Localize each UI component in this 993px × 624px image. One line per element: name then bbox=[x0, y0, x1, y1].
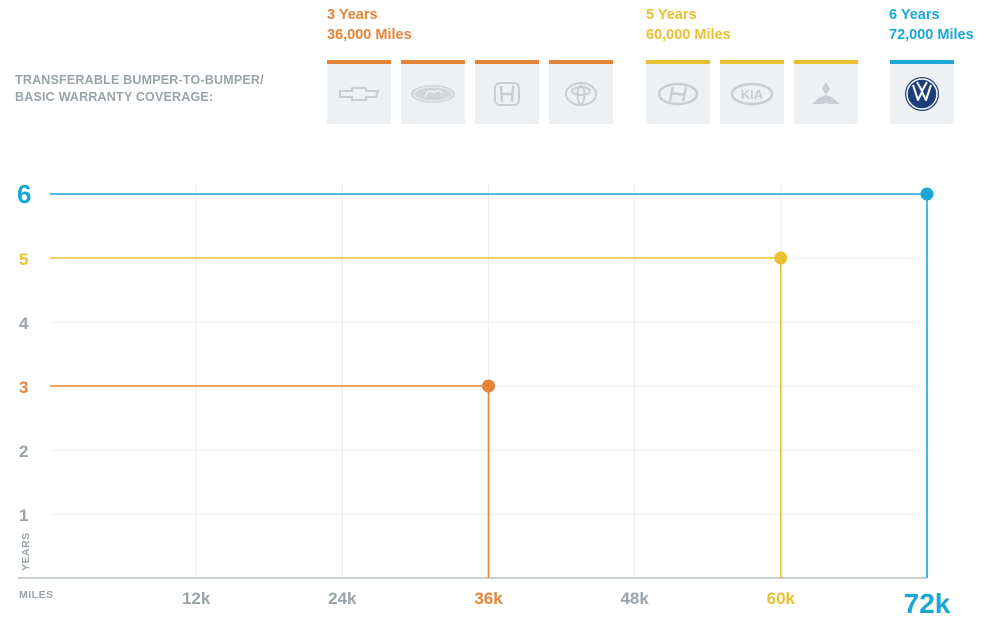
group-years-label: 5 Years bbox=[646, 7, 697, 23]
honda-brand-tile bbox=[475, 60, 539, 124]
x-tick-label: 12k bbox=[182, 589, 211, 608]
mitsubishi-logo-icon bbox=[812, 82, 840, 104]
hyundai-brand-tile bbox=[646, 60, 710, 124]
volkswagen-brand-tile bbox=[890, 60, 954, 124]
coverage-label-line2: BASIC WARRANTY COVERAGE: bbox=[15, 90, 214, 104]
series-5-year-point bbox=[774, 251, 788, 265]
coverage-label-line1: TRANSFERABLE BUMPER-TO-BUMPER/ bbox=[15, 73, 264, 87]
y-tick-label: 2 bbox=[19, 442, 28, 461]
toyota-logo-icon bbox=[565, 82, 597, 106]
toyota-brand-tile bbox=[549, 60, 613, 124]
kia-brand-tile: KIA bbox=[720, 60, 784, 124]
chevrolet-logo-icon bbox=[339, 87, 379, 101]
y-tick-label: 4 bbox=[19, 314, 29, 333]
chevrolet-brand-tile bbox=[327, 60, 391, 124]
honda-logo-icon bbox=[494, 82, 520, 106]
group-miles-label: 60,000 Miles bbox=[646, 27, 731, 43]
y-tick-label: 3 bbox=[19, 378, 28, 397]
group-3-year-title: 3 Years 36,000 Miles bbox=[327, 5, 412, 45]
coverage-label: TRANSFERABLE BUMPER-TO-BUMPER/ BASIC WAR… bbox=[15, 72, 305, 106]
kia-logo-icon: KIA bbox=[730, 82, 774, 106]
series-3-year-point bbox=[482, 379, 495, 393]
hyundai-logo-icon bbox=[657, 82, 699, 106]
series-6-year-point bbox=[920, 187, 934, 201]
ford-logo-icon bbox=[411, 85, 455, 103]
x-tick-label: 72k bbox=[904, 588, 951, 619]
mitsubishi-brand-tile bbox=[794, 60, 858, 124]
y-tick-label: 1 bbox=[19, 506, 28, 525]
x-tick-label: 48k bbox=[620, 589, 649, 608]
group-miles-label: 72,000 Miles bbox=[889, 27, 974, 43]
group-6-year-title: 6 Years 72,000 Miles bbox=[889, 5, 974, 45]
warranty-chart: 1 2 3 4 5 6 12k 24k 36k 48k 60k 72k MILES YEARS bbox=[17, 179, 951, 619]
x-tick-label: 36k bbox=[474, 589, 503, 608]
x-tick-label: 60k bbox=[767, 589, 796, 608]
y-axis-title: YEARS bbox=[20, 532, 32, 571]
group-years-label: 6 Years bbox=[889, 7, 940, 23]
ford-brand-tile bbox=[401, 60, 465, 124]
group-miles-label: 36,000 Miles bbox=[327, 27, 412, 43]
group-years-label: 3 Years bbox=[327, 7, 378, 23]
y-tick-label: 6 bbox=[17, 179, 31, 209]
kia-logo-text: KIA bbox=[741, 87, 764, 102]
x-tick-label: 24k bbox=[328, 589, 357, 608]
x-axis-title: MILES bbox=[19, 589, 54, 601]
volkswagen-logo-icon bbox=[905, 77, 939, 111]
group-5-year-title: 5 Years 60,000 Miles bbox=[646, 5, 731, 45]
y-tick-label: 5 bbox=[19, 250, 28, 269]
